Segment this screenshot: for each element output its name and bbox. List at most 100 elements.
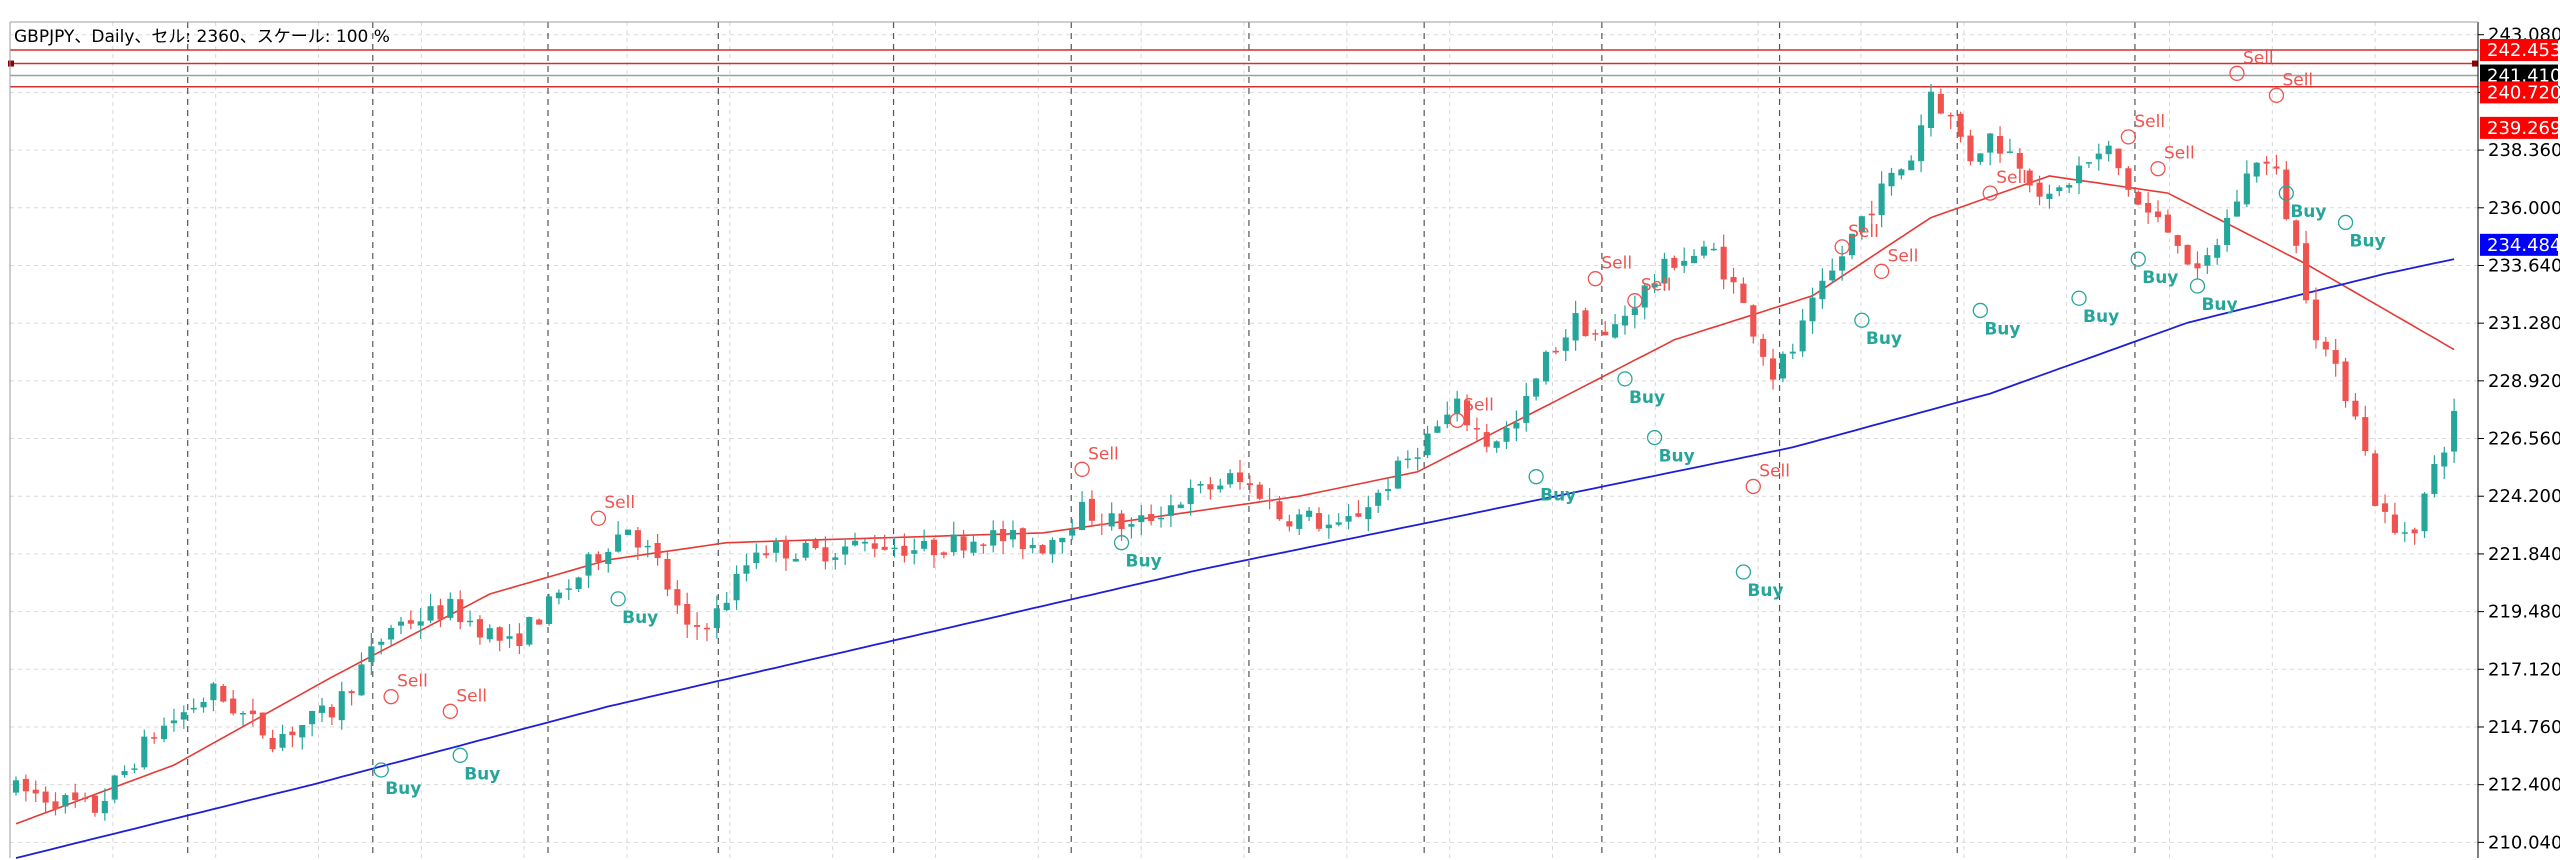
y-tick-label: 226.560 bbox=[2488, 429, 2560, 450]
sell-signal-label: Sell bbox=[1848, 222, 1879, 242]
sell-signal-label: Sell bbox=[1088, 444, 1119, 464]
candle-body bbox=[585, 554, 592, 576]
sell-signal-label: Sell bbox=[397, 672, 428, 692]
candle-body bbox=[2243, 173, 2250, 205]
candle-body bbox=[861, 541, 868, 544]
candle-body bbox=[427, 606, 434, 621]
candle-body bbox=[467, 620, 474, 623]
sell-signal-marker bbox=[1982, 185, 1998, 201]
candle-body bbox=[91, 795, 99, 813]
candle-body bbox=[1602, 331, 1609, 336]
candle-body bbox=[170, 720, 177, 724]
buy-signal-marker bbox=[1617, 371, 1633, 387]
buy-signal-label: Buy bbox=[1629, 388, 1665, 408]
candle-body bbox=[1612, 324, 1619, 338]
buy-signal-label: Buy bbox=[622, 608, 658, 628]
candle-body bbox=[220, 686, 227, 702]
candle-body bbox=[506, 636, 513, 639]
candle-body bbox=[52, 801, 59, 810]
grid-layer bbox=[10, 22, 2478, 858]
candle-body bbox=[447, 598, 454, 618]
candle-body bbox=[2411, 529, 2418, 534]
sell-signal-label: Sell bbox=[604, 493, 635, 513]
candle-body bbox=[2263, 161, 2270, 164]
candle-body bbox=[694, 625, 701, 627]
candle-body bbox=[1049, 539, 1056, 555]
buy-signal-label: Buy bbox=[1866, 329, 1902, 349]
candle-body bbox=[1069, 529, 1076, 536]
candle-body bbox=[200, 701, 207, 708]
candle-body bbox=[1503, 428, 1510, 442]
candle-body bbox=[536, 619, 543, 625]
candle-body bbox=[516, 633, 523, 647]
sell-signal-label: Sell bbox=[1996, 168, 2027, 188]
candle-body bbox=[1868, 213, 1875, 216]
candle-body bbox=[1039, 545, 1046, 554]
candle-body bbox=[2006, 151, 2013, 153]
candle-body bbox=[2095, 153, 2102, 160]
candle-body bbox=[101, 800, 108, 814]
candle-body bbox=[1898, 169, 1905, 176]
candle-body bbox=[1000, 528, 1007, 542]
candle-body bbox=[1661, 258, 1668, 284]
candle-body bbox=[1019, 528, 1026, 550]
candle-body bbox=[1878, 183, 1885, 215]
candle-body bbox=[161, 725, 168, 740]
candle-body bbox=[2085, 162, 2092, 164]
candle-body bbox=[1108, 513, 1115, 527]
candle-body bbox=[743, 565, 750, 574]
candle-body bbox=[2174, 235, 2181, 246]
y-tick-label: 228.920 bbox=[2488, 371, 2560, 392]
sell-signal-label: Sell bbox=[1759, 461, 1790, 481]
candle-body bbox=[358, 664, 365, 696]
buy-signal-marker bbox=[2337, 214, 2354, 231]
candle-body bbox=[615, 534, 622, 552]
y-tick-label: 224.200 bbox=[2488, 486, 2560, 507]
candle-body bbox=[2224, 217, 2231, 246]
signals: Sell Sell Buy Buy Sell Sell Buy Buy Sell Buy Buy Se… bbox=[373, 48, 2386, 799]
y-tick-label: 221.840 bbox=[2488, 544, 2560, 565]
candle-body bbox=[2135, 191, 2142, 205]
candle-body bbox=[901, 545, 908, 556]
candle-body bbox=[950, 534, 957, 553]
candle-body bbox=[190, 707, 197, 710]
candle-body bbox=[1858, 216, 1865, 233]
price-badge bbox=[2480, 233, 2558, 256]
candle-body bbox=[1483, 432, 1490, 447]
candle-body bbox=[72, 792, 79, 801]
candle-body bbox=[1533, 378, 1540, 397]
symbol-info-label: GBPJPY、Daily、セル: 2360、スケール: 100 % bbox=[14, 27, 390, 47]
candle-body bbox=[1029, 544, 1036, 549]
candle-body bbox=[980, 544, 987, 546]
buy-signal-marker bbox=[452, 747, 468, 763]
candle-body bbox=[1681, 260, 1688, 266]
sell-signal-marker bbox=[2268, 87, 2285, 103]
candle-body bbox=[545, 596, 553, 624]
candle-body bbox=[1394, 460, 1401, 489]
candle-body bbox=[1779, 353, 1786, 379]
candle-body bbox=[782, 539, 789, 559]
candle-body bbox=[1355, 513, 1362, 517]
candle-body bbox=[1700, 246, 1707, 256]
sell-signal-label: Sell bbox=[1641, 276, 1672, 296]
candle-body bbox=[1947, 114, 1954, 117]
candle-body bbox=[259, 712, 266, 736]
candle-body bbox=[644, 545, 651, 548]
candle-body bbox=[1750, 305, 1757, 337]
candle-body bbox=[2421, 493, 2428, 532]
candle-body bbox=[2401, 532, 2408, 534]
candle-body bbox=[1769, 358, 1777, 380]
candle-body bbox=[851, 540, 859, 546]
candle-body bbox=[565, 588, 572, 590]
y-tick-label: 219.480 bbox=[2488, 602, 2560, 623]
candle-body bbox=[1345, 516, 1352, 522]
price-badge-label: 242.453 bbox=[2487, 40, 2560, 61]
candle-body bbox=[1088, 498, 1095, 521]
candle-body bbox=[1167, 505, 1174, 516]
sell-signal-marker bbox=[590, 510, 607, 526]
candle-body bbox=[42, 791, 49, 803]
candle-body bbox=[1513, 422, 1520, 429]
candle-body bbox=[1098, 523, 1105, 526]
